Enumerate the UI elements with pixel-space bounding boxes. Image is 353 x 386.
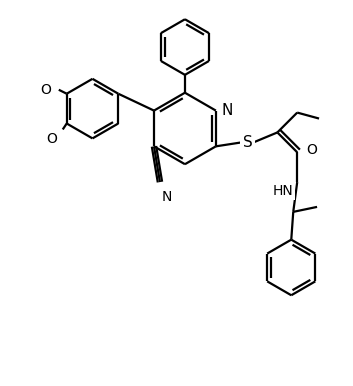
Text: O: O xyxy=(306,143,317,157)
Text: N: N xyxy=(222,103,233,118)
Text: S: S xyxy=(243,135,252,150)
Text: HN: HN xyxy=(273,184,293,198)
Text: N: N xyxy=(162,190,172,204)
Text: O: O xyxy=(40,83,51,97)
Text: O: O xyxy=(46,132,57,146)
